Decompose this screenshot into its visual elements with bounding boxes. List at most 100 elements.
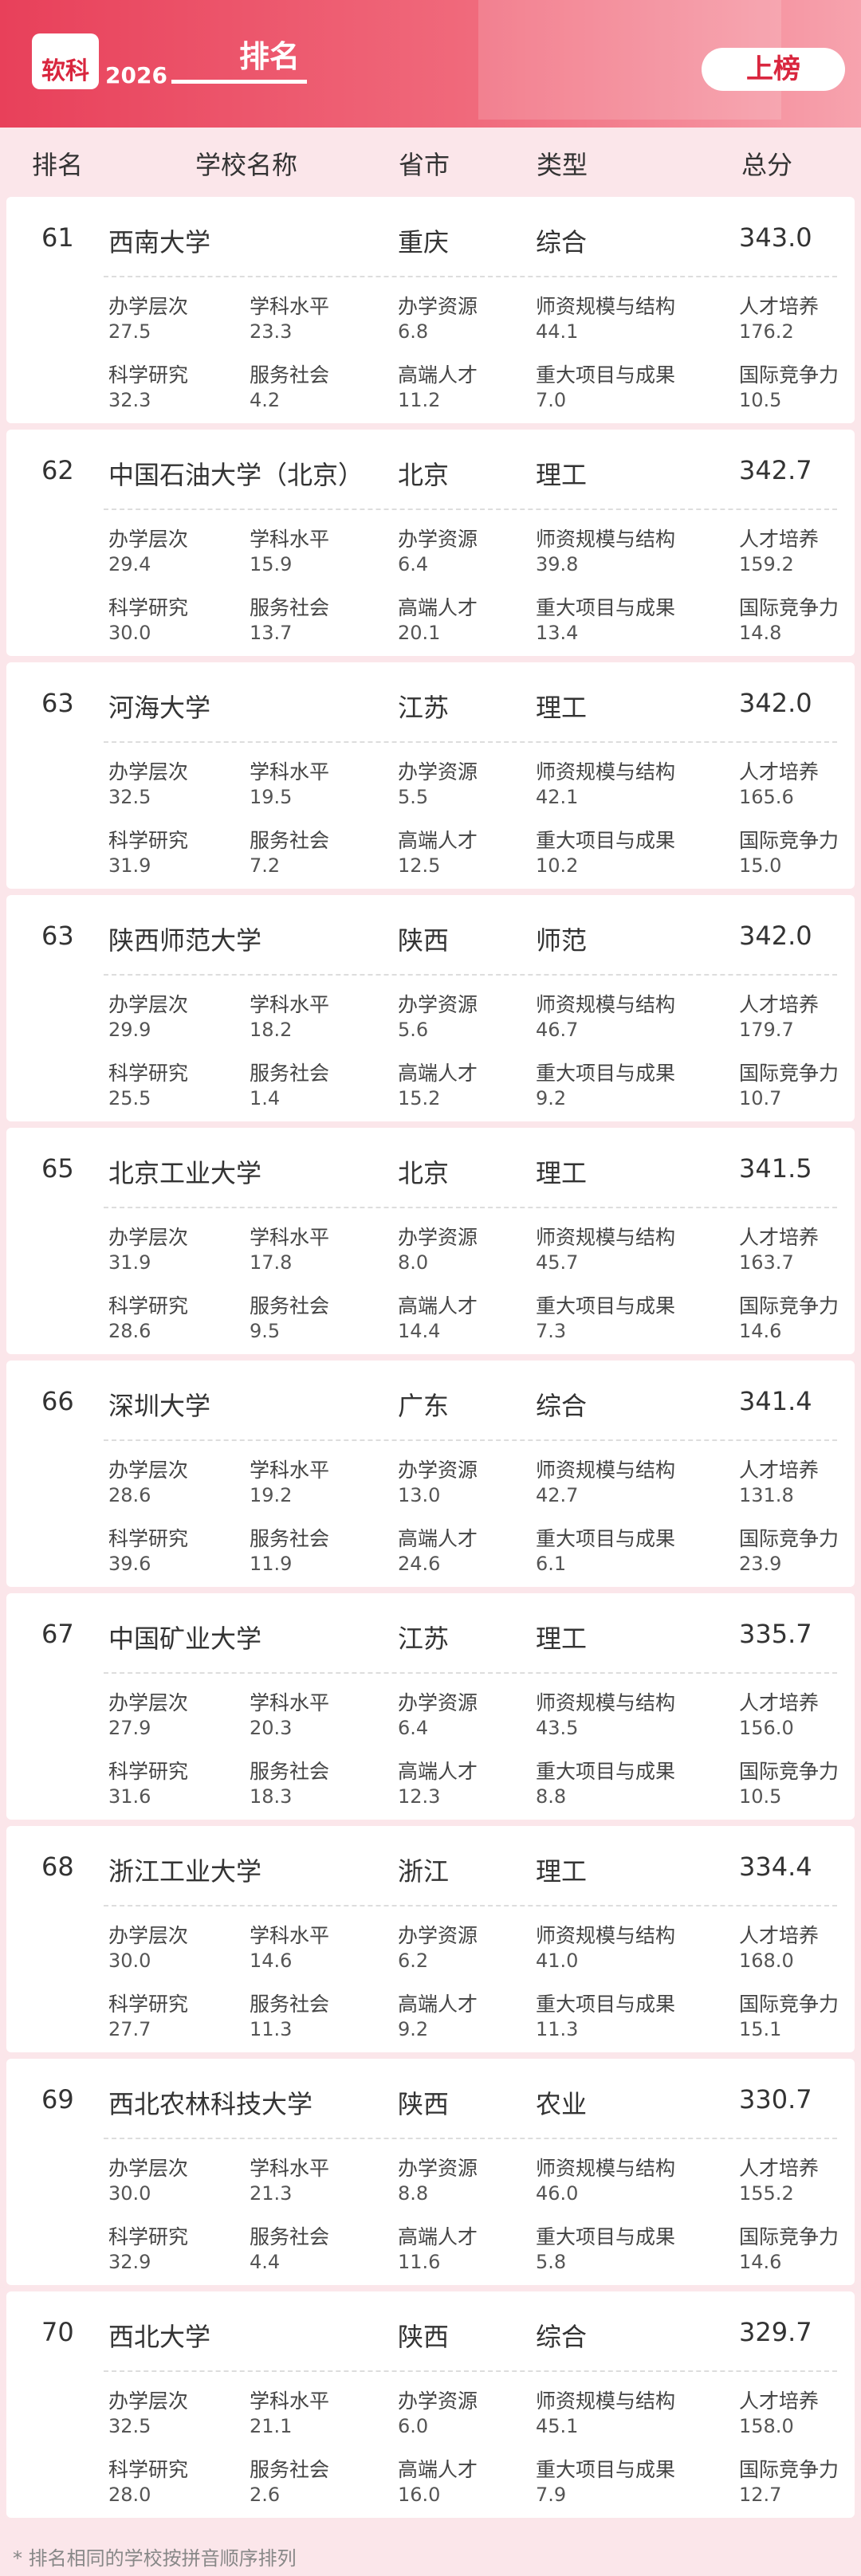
metric-label: 办学资源: [398, 2389, 478, 2413]
metric-value: 11.2: [398, 389, 441, 411]
metric-value: 7.2: [250, 854, 281, 877]
metric-label: 师资规模与结构: [536, 993, 676, 1016]
metric-label: 科学研究: [108, 596, 189, 619]
metric-value: 6.4: [398, 553, 429, 575]
metric-value: 25.5: [108, 1087, 151, 1109]
metric-value: 27.5: [108, 320, 151, 343]
ranking-card: 67 中国矿业大学 江苏 理工 335.7 办学层次 27.9 学科水平 20.3 办学资源 6.4…: [6, 1593, 855, 1820]
metric-value: 4.2: [250, 389, 281, 411]
metric-value: 12.5: [398, 854, 441, 877]
metric-value: 11.3: [250, 2018, 293, 2040]
divider: [104, 1439, 837, 1441]
metric-value: 179.7: [739, 1019, 794, 1041]
column-title: 排名: [31, 150, 84, 180]
metric-label: 国际竞争力: [739, 363, 839, 387]
metric-value: 42.7: [536, 1484, 579, 1506]
metric-label: 科学研究: [108, 2225, 189, 2248]
metric-value: 16.0: [398, 2484, 441, 2506]
metric-value: 30.0: [108, 1950, 151, 1972]
metric-value: 163.7: [739, 1251, 794, 1274]
rank: 70: [41, 2317, 74, 2347]
metric-value: 7.9: [536, 2484, 567, 2506]
metric-value: 41.0: [536, 1950, 579, 1972]
province: 重庆: [398, 227, 450, 257]
type: 理工: [536, 1856, 588, 1887]
metric-label: 国际竞争力: [739, 1062, 839, 1085]
school-name: 西北大学: [108, 2322, 211, 2352]
metric-label: 高端人才: [398, 1993, 478, 2016]
metric-label: 重大项目与成果: [536, 1760, 676, 1783]
metric-value: 29.9: [108, 1019, 151, 1041]
metric-value: 12.7: [739, 2484, 782, 2506]
rank: 67: [41, 1619, 74, 1649]
metric-value: 6.4: [398, 1717, 429, 1739]
divider: [104, 1905, 837, 1906]
metric-value: 14.6: [739, 2251, 782, 2273]
metric-label: 高端人才: [398, 363, 478, 387]
metric-value: 46.0: [536, 2182, 579, 2205]
province: 陕西: [398, 925, 450, 956]
metric-value: 18.3: [250, 1785, 293, 1808]
metric-value: 19.2: [250, 1484, 293, 1506]
metric-value: 28.6: [108, 1484, 151, 1506]
metric-value: 28.0: [108, 2484, 151, 2506]
metric-value: 14.6: [739, 1320, 782, 1342]
rank: 63: [41, 921, 74, 951]
metric-value: 12.3: [398, 1785, 441, 1808]
metric-label: 师资规模与结构: [536, 528, 676, 551]
rank: 63: [41, 688, 74, 718]
total-score: 335.7: [739, 1619, 812, 1649]
metric-value: 9.5: [250, 1320, 281, 1342]
divider: [104, 276, 837, 277]
metric-label: 高端人才: [398, 1760, 478, 1783]
badge: 上榜: [702, 48, 845, 91]
metric-value: 11.3: [536, 2018, 579, 2040]
metric-label: 办学层次: [108, 2157, 189, 2180]
rank: 66: [41, 1386, 74, 1416]
metric-value: 23.3: [250, 320, 293, 343]
metric-value: 46.7: [536, 1019, 579, 1041]
metric-value: 18.2: [250, 1019, 293, 1041]
metric-label: 办学资源: [398, 993, 478, 1016]
ranking-card: 66 深圳大学 广东 综合 341.4 办学层次 28.6 学科水平 19.2 办学资源 13.0 师…: [6, 1361, 855, 1587]
column-title: 总分: [741, 150, 793, 180]
metric-label: 服务社会: [250, 1993, 330, 2016]
type: 综合: [536, 2322, 588, 2352]
metric-value: 7.3: [536, 1320, 567, 1342]
total-score: 343.0: [739, 222, 812, 253]
type: 理工: [536, 1158, 588, 1188]
metric-value: 10.7: [739, 1087, 782, 1109]
metric-label: 人才培养: [739, 2157, 820, 2180]
ranking-card: 69 西北农林科技大学 陕西 农业 330.7 办学层次 30.0 学科水平 21.3 办学资源 8…: [6, 2059, 855, 2285]
metric-label: 师资规模与结构: [536, 1691, 676, 1714]
metric-value: 28.6: [108, 1320, 151, 1342]
metric-value: 1.4: [250, 1087, 281, 1109]
metric-label: 重大项目与成果: [536, 829, 676, 852]
ranking-card: 68 浙江工业大学 浙江 理工 334.4 办学层次 30.0 学科水平 14.6 办学资源 6.2…: [6, 1826, 855, 2052]
logo: 软科: [32, 33, 99, 89]
metric-value: 15.9: [250, 553, 293, 575]
metric-label: 科学研究: [108, 1062, 189, 1085]
metric-label: 人才培养: [739, 2389, 820, 2413]
metric-label: 服务社会: [250, 1294, 330, 1317]
ranking-card: 62 中国石油大学（北京） 北京 理工 342.7 办学层次 29.4 学科水平 15.9 办学资…: [6, 430, 855, 656]
metric-value: 21.3: [250, 2182, 293, 2205]
type: 农业: [536, 2089, 588, 2119]
metric-label: 人才培养: [739, 1691, 820, 1714]
rank: 65: [41, 1153, 74, 1184]
province: 陕西: [398, 2322, 450, 2352]
ranking-card: 61 西南大学 重庆 综合 343.0 办学层次 27.5 学科水平 23.3 办学资源 6.8 师资…: [6, 197, 855, 423]
metric-label: 服务社会: [250, 1062, 330, 1085]
metric-value: 9.2: [398, 2018, 429, 2040]
metric-value: 13.7: [250, 622, 293, 644]
metric-value: 168.0: [739, 1950, 794, 1972]
metric-label: 学科水平: [250, 760, 330, 783]
metric-value: 32.3: [108, 389, 151, 411]
metric-label: 重大项目与成果: [536, 1993, 676, 2016]
type: 理工: [536, 693, 588, 723]
metric-label: 办学层次: [108, 295, 189, 318]
metric-label: 国际竞争力: [739, 1993, 839, 2016]
metric-label: 人才培养: [739, 528, 820, 551]
divider: [104, 2370, 837, 2372]
